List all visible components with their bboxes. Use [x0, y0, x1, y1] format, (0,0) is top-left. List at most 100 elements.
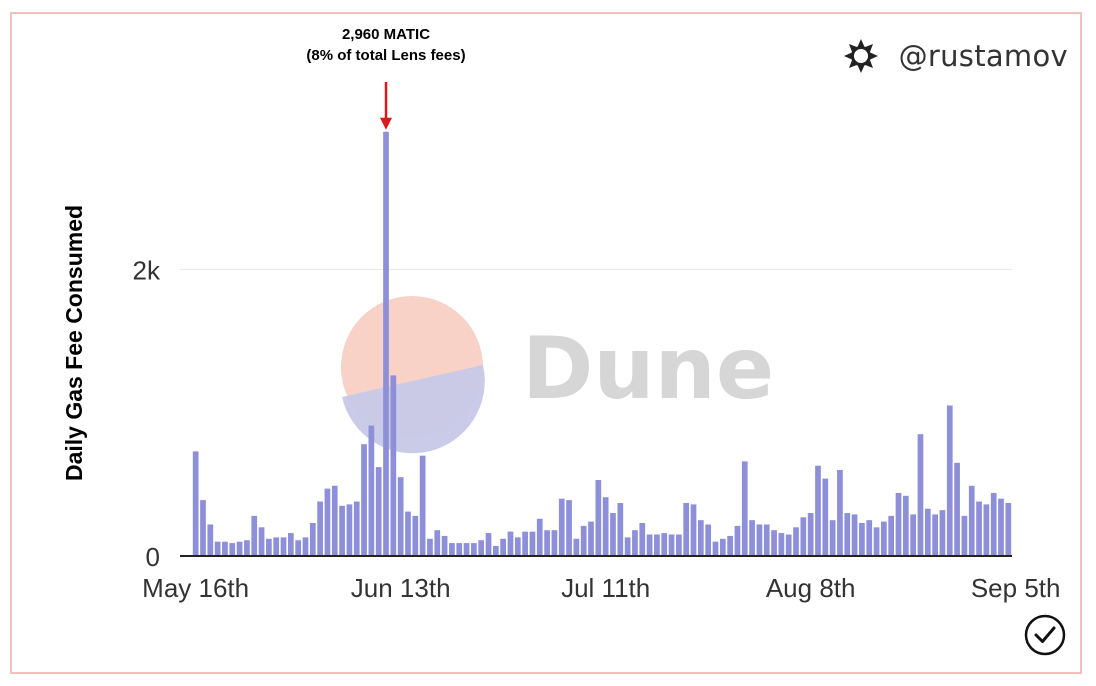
bar: [617, 502, 624, 556]
bar: [207, 524, 214, 556]
dune-watermark: Dune: [341, 296, 774, 454]
bar: [236, 541, 243, 556]
bar: [397, 477, 404, 556]
bar: [353, 501, 360, 556]
bar: [368, 425, 375, 556]
bar: [375, 467, 382, 556]
bar: [690, 504, 697, 556]
bar: [793, 527, 799, 556]
watermark-text: Dune: [522, 319, 774, 419]
bar: [837, 470, 843, 556]
brand: @rustamov: [843, 38, 1068, 74]
bar: [902, 495, 909, 556]
bar: [763, 524, 770, 556]
bar: [456, 543, 463, 556]
bar: [478, 540, 485, 556]
bar: [632, 530, 638, 556]
bar: [990, 492, 997, 556]
bar: [610, 513, 616, 556]
bar: [881, 521, 887, 556]
bar: [551, 530, 558, 556]
peak-annotation: 2,960 MATIC (8% of total Lens fees): [286, 24, 486, 66]
bar: [434, 530, 441, 556]
bar: [924, 508, 931, 556]
bar: [419, 455, 426, 556]
bar: [192, 451, 199, 556]
bar: [266, 538, 272, 556]
bar: [405, 511, 411, 556]
bar: [807, 513, 814, 556]
bar: [588, 521, 594, 556]
watermark-logo-bottom: [342, 365, 485, 454]
bar: [749, 520, 755, 556]
bar: [697, 520, 704, 556]
x-tick-label: Jun 13th: [351, 573, 451, 603]
bar: [514, 537, 521, 556]
bar: [324, 488, 331, 556]
bar: [566, 500, 572, 556]
bar: [273, 537, 280, 556]
bar: [719, 538, 726, 556]
bar: [214, 541, 221, 556]
bar: [895, 492, 902, 556]
bar: [449, 543, 455, 556]
bar: [998, 498, 1004, 556]
bar: [624, 537, 631, 556]
bar: [873, 527, 880, 556]
peak-annotation-value: 2,960 MATIC: [341, 26, 431, 43]
bar: [939, 510, 946, 556]
bar: [639, 523, 646, 556]
bar: [968, 485, 975, 556]
bar: [683, 502, 690, 556]
bar: [866, 520, 873, 556]
bar: [229, 543, 236, 556]
bar: [302, 537, 309, 556]
bar: [339, 505, 345, 556]
y-tick-label: 2k: [133, 255, 161, 285]
bar: [580, 525, 587, 556]
bar: [383, 131, 389, 557]
bar: [800, 517, 807, 556]
author-handle: @rustamov: [898, 39, 1068, 73]
bar: [961, 515, 968, 556]
bar: [756, 524, 763, 556]
bar: [251, 515, 258, 556]
bar: [463, 543, 470, 556]
bar: [954, 462, 960, 556]
bar: [317, 501, 323, 556]
bar: [829, 520, 836, 556]
bar: [522, 531, 528, 556]
bar: [280, 537, 287, 556]
bar: [492, 545, 499, 556]
x-tick-label: Aug 8th: [766, 573, 856, 603]
y-axis-label: Daily Gas Fee Consumed: [61, 205, 87, 481]
bar: [844, 513, 851, 556]
bar: [595, 480, 602, 556]
bar: [346, 504, 353, 556]
bar: [441, 535, 448, 556]
bar: [705, 524, 712, 556]
bar: [485, 533, 492, 556]
bar: [309, 523, 316, 556]
bar: [822, 478, 829, 556]
bar: [295, 540, 302, 556]
bar: [976, 501, 982, 556]
bar: [244, 540, 250, 556]
bar: [529, 531, 536, 556]
bar: [507, 531, 514, 556]
bar: [661, 533, 668, 556]
bar: [331, 485, 338, 556]
bar: [287, 533, 294, 556]
bar: [932, 514, 938, 556]
bar: [668, 534, 675, 556]
bar: [741, 461, 748, 556]
x-tick-label: Sep 5th: [971, 573, 1061, 603]
bar: [734, 525, 741, 556]
bar: [390, 375, 397, 556]
bar: [778, 533, 785, 556]
bar: [412, 515, 419, 556]
bar: [785, 534, 792, 556]
bar: [771, 530, 777, 556]
peak-annotation-note: (8% of total Lens fees): [306, 47, 466, 64]
